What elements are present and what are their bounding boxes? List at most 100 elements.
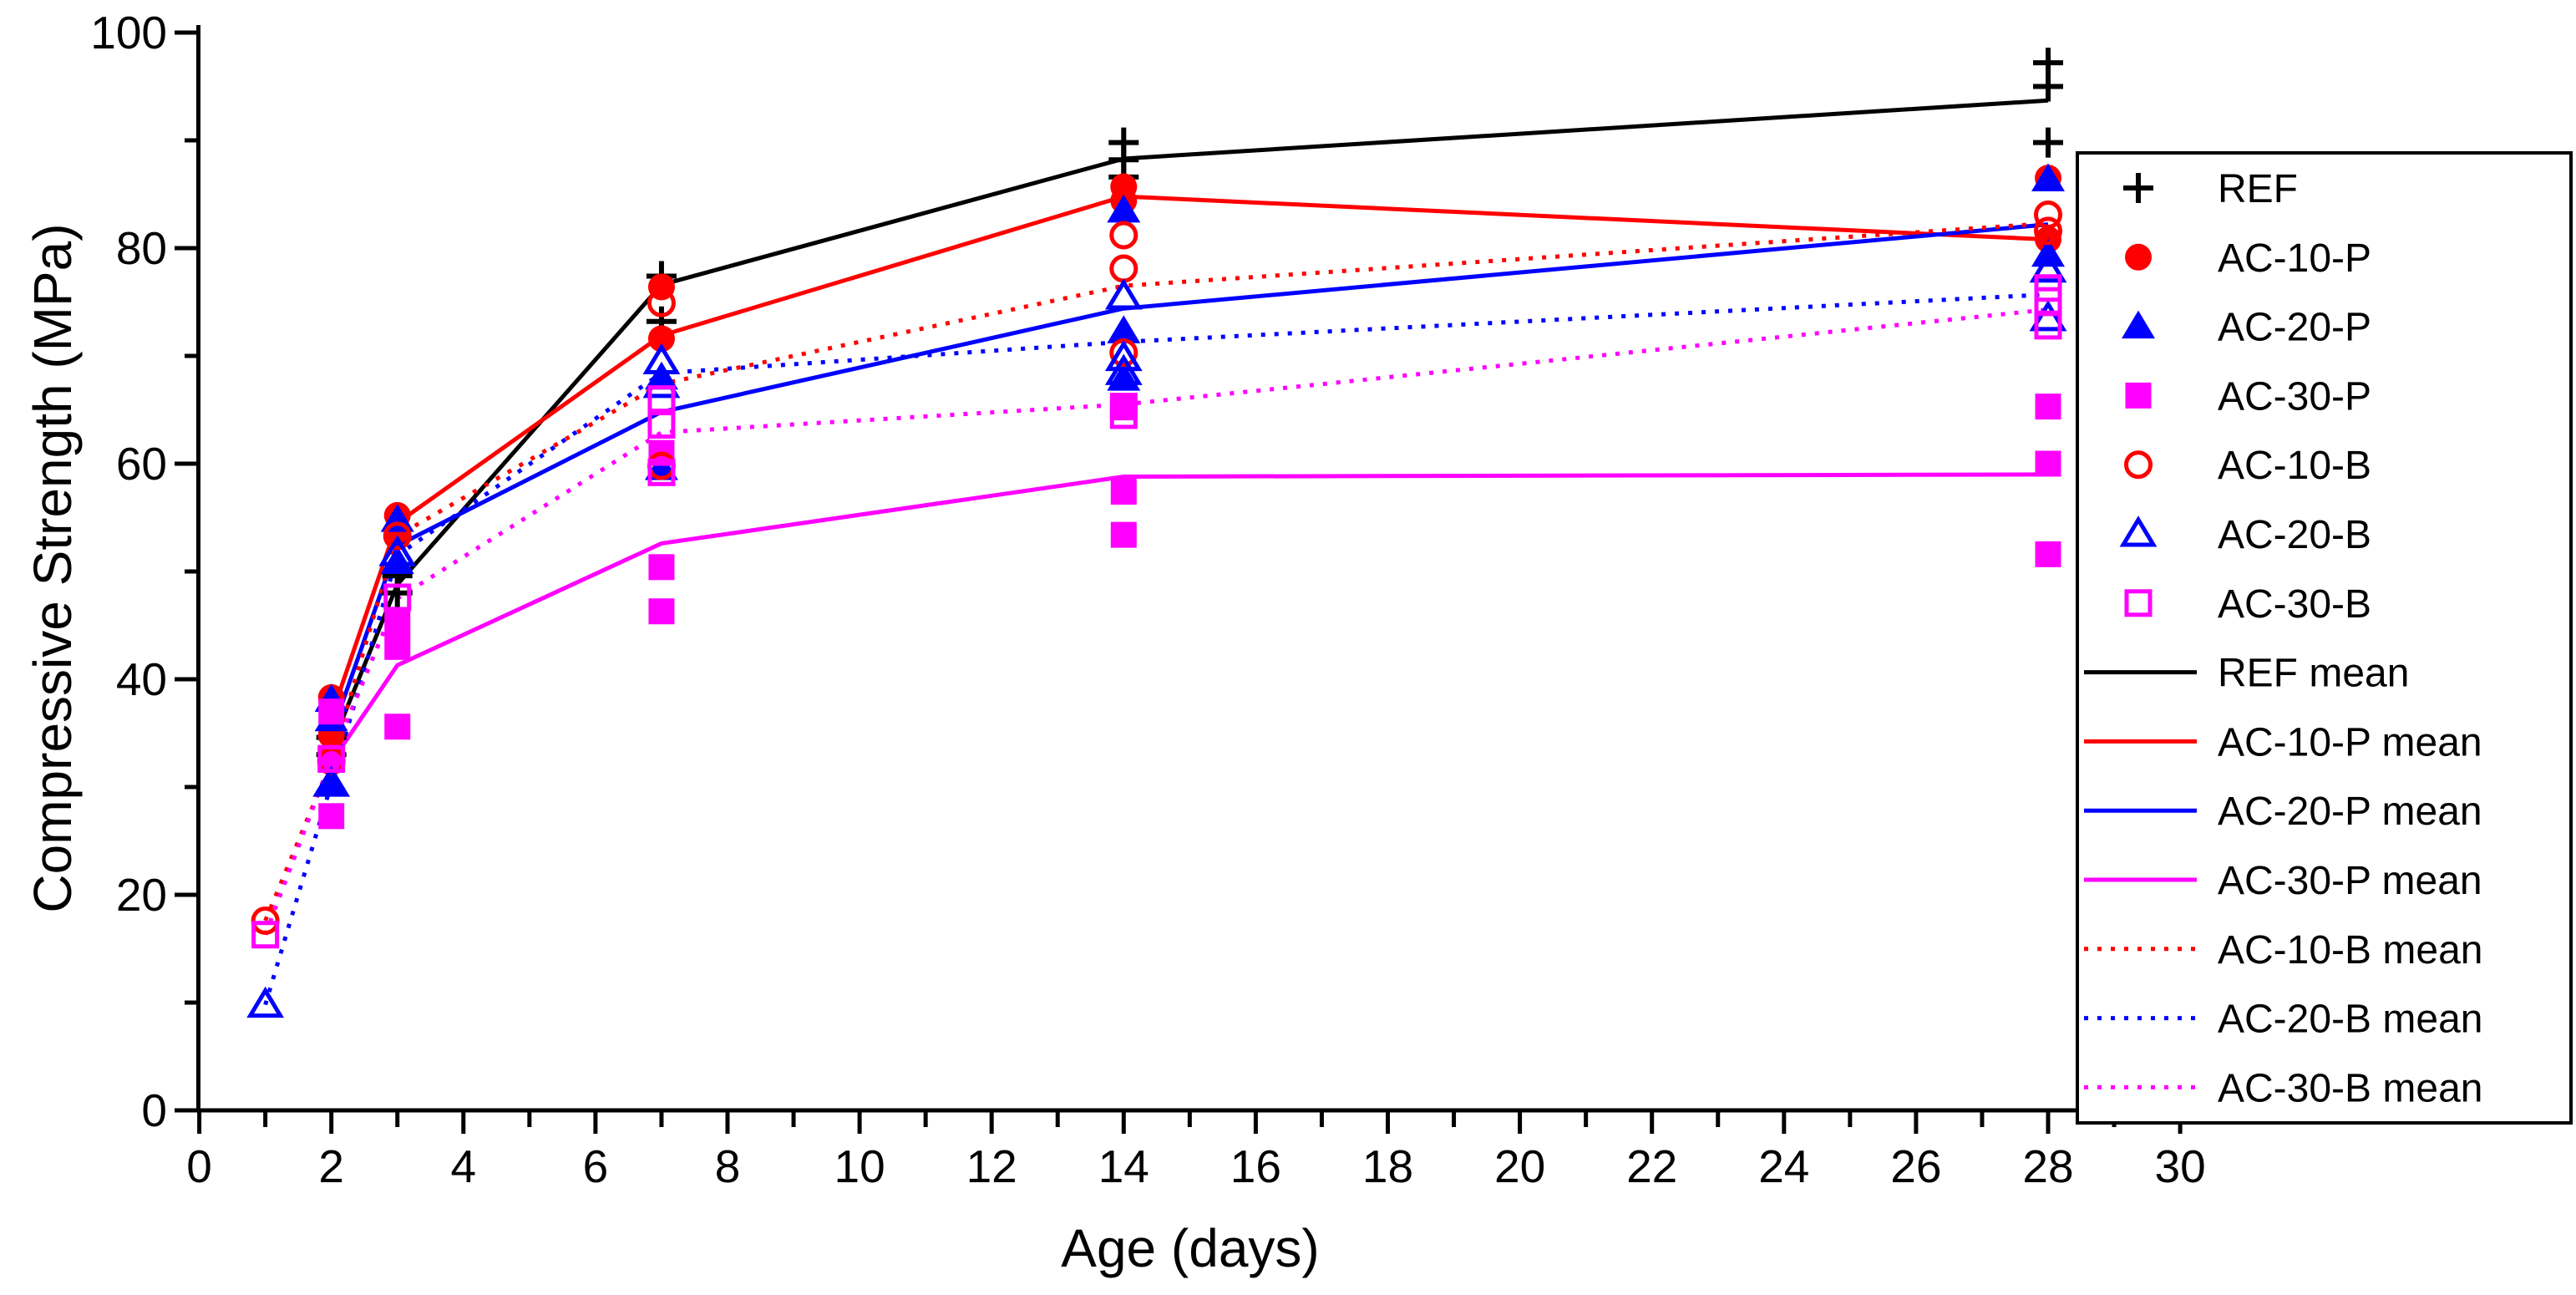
circle-open-marker [2124, 450, 2153, 480]
x-tick-label: 12 [966, 1140, 1017, 1192]
square-open-marker [2034, 312, 2062, 340]
mean-polyline [329, 98, 2049, 747]
square-filled-marker [1110, 479, 1137, 505]
triangle-open-marker [1104, 278, 1143, 310]
square-open-marker [251, 921, 280, 949]
mean-polyline [263, 292, 2049, 1006]
x-tick-label: 6 [583, 1140, 609, 1192]
legend-entry-ac-10-p-mean: AC-10-P mean [2084, 720, 2482, 764]
mean-polyline [263, 307, 2049, 936]
triangle-filled-marker [1107, 194, 1141, 223]
mean-line-ac-10-p-mean [329, 194, 2049, 717]
triangle-open-marker [378, 535, 417, 566]
circle-open-marker [1109, 221, 1138, 250]
x-tick-label: 22 [1626, 1140, 1677, 1192]
triangle-open-marker [1104, 339, 1143, 372]
legend-box [2076, 151, 2573, 1125]
legend-entry-label: REF mean [2218, 652, 2409, 696]
square-filled-marker [648, 598, 675, 625]
x-axis-title: Age (days) [1061, 1218, 1319, 1278]
legend-entry-label: AC-20-B [2218, 513, 2371, 557]
y-tick-label: 40 [116, 653, 167, 705]
mean-polyline [329, 194, 2049, 717]
square-filled-marker [384, 633, 411, 660]
x-tick-label: 18 [1362, 1140, 1413, 1192]
x-tick-label: 30 [2155, 1140, 2206, 1192]
mean-polyline [329, 222, 2049, 735]
square-open-marker [383, 583, 412, 612]
y-tick-label: 60 [116, 438, 167, 490]
y-tick-label: 80 [116, 222, 167, 274]
triangle-open-marker [312, 765, 351, 797]
mean-polyline [263, 221, 2049, 922]
legend-entry-ac-30-p: AC-30-P [2125, 374, 2371, 419]
plus-marker [2123, 173, 2153, 203]
legend-entry-label: AC-10-B [2218, 444, 2371, 488]
y-axis-title: Compressive Strength (MPa) [23, 223, 83, 912]
legend-entry-label: AC-10-B mean [2218, 928, 2482, 973]
legend-entry-ref: REF [2123, 167, 2298, 211]
circle-open-marker [251, 906, 280, 935]
x-tick-label: 20 [1494, 1140, 1545, 1192]
legend-entry-ref-mean: REF mean [2084, 652, 2409, 696]
x-tick-label: 0 [186, 1140, 212, 1192]
square-filled-marker [1110, 394, 1137, 420]
legend-entry-label: AC-20-P [2218, 306, 2371, 350]
square-open-marker [647, 411, 676, 439]
circle-open-marker [1109, 254, 1138, 283]
triangle-open-marker [2029, 251, 2067, 283]
square-filled-marker [384, 714, 411, 740]
legend-entry-label: AC-20-B mean [2218, 998, 2482, 1042]
mean-polyline [329, 472, 2049, 764]
square-open-marker [317, 744, 346, 773]
x-tick-label: 8 [715, 1140, 741, 1192]
square-open-marker [2124, 589, 2153, 617]
mean-line-ref-mean [329, 98, 2049, 747]
legend-entry-ac-20-p-mean: AC-20-P mean [2084, 790, 2482, 834]
series-ac-10-b [251, 201, 2062, 935]
triangle-filled-marker [1107, 315, 1141, 343]
legend-entry-ac-20-p: AC-20-P [2122, 306, 2371, 350]
square-open-marker [1109, 401, 1138, 429]
circle-filled-marker [2125, 243, 2152, 271]
square-filled-marker [318, 803, 345, 830]
y-tick-label: 20 [116, 869, 167, 921]
x-tick-label: 14 [1098, 1140, 1149, 1192]
square-filled-marker [2035, 541, 2061, 567]
legend-entry-label: AC-30-P mean [2218, 859, 2482, 903]
square-open-marker [647, 385, 676, 414]
legend-entry-label: AC-30-P [2218, 374, 2371, 419]
legend-entry-ac-10-b-mean: AC-10-B mean [2084, 928, 2482, 973]
plus-marker [2033, 127, 2063, 158]
series-ac-30-b [251, 274, 2062, 949]
x-tick-label: 4 [451, 1140, 477, 1192]
mean-line-ac-30-p-mean [329, 472, 2049, 764]
legend-entry-label: AC-10-P mean [2218, 720, 2482, 764]
legend-entry-ac-30-b-mean: AC-30-B mean [2084, 1066, 2482, 1110]
x-tick-label: 2 [318, 1140, 344, 1192]
series-ac-10-p [317, 165, 2061, 749]
x-tick-label: 10 [834, 1140, 885, 1192]
legend-entry-label: AC-30-B mean [2218, 1066, 2482, 1110]
square-filled-marker [318, 698, 345, 725]
circle-open-marker [383, 521, 412, 551]
series-ac-30-p [318, 394, 2061, 830]
square-filled-marker [2035, 450, 2061, 477]
circle-open-marker [2034, 201, 2062, 230]
mean-line-ac-10-b-mean [263, 221, 2049, 922]
circle-open-marker [2034, 216, 2062, 246]
circle-open-marker [647, 288, 676, 317]
legend-entry-label: AC-20-P mean [2218, 790, 2482, 834]
x-tick-label: 24 [1758, 1140, 1809, 1192]
series-ac-20-p [314, 163, 2065, 795]
square-filled-marker [2035, 394, 2061, 420]
legend-entry-ac-30-p-mean: AC-30-P mean [2084, 859, 2482, 903]
square-filled-marker [648, 554, 675, 581]
square-filled-marker [384, 609, 411, 636]
legend-entry-ac-10-p: AC-10-P [2125, 236, 2371, 281]
square-open-marker [647, 458, 676, 486]
legend-entry-label: AC-10-P [2218, 236, 2371, 281]
